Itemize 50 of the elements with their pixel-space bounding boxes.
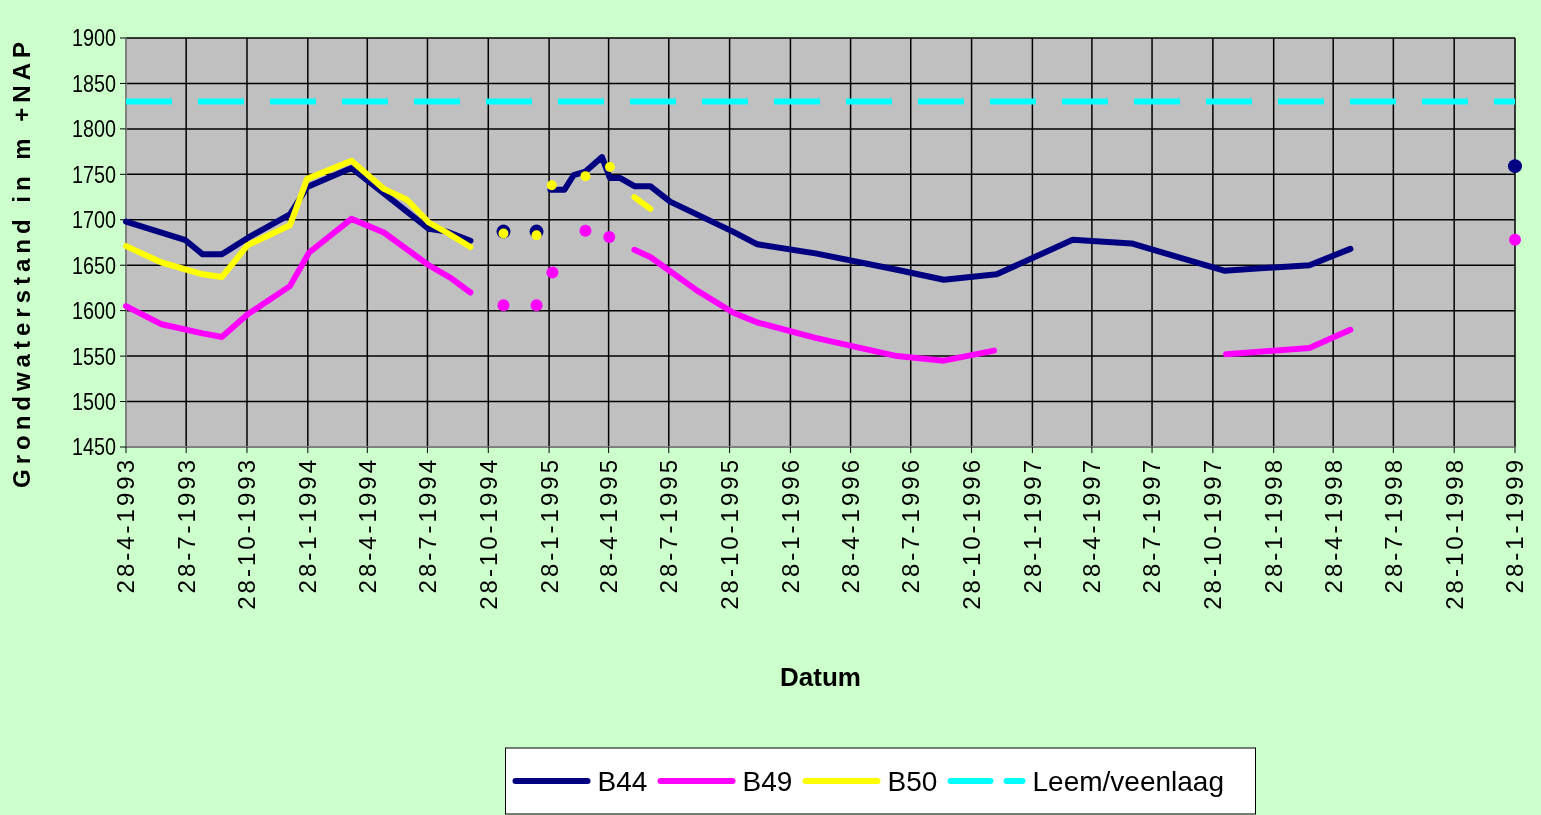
x-tick-label: 28-4-1996 xyxy=(836,457,864,594)
y-tick-label: 1900 xyxy=(72,24,126,52)
x-tick-label: 28-1-1995 xyxy=(535,457,563,594)
x-tick-label: 28-7-1995 xyxy=(655,457,683,594)
y-tick-label: 1850 xyxy=(72,69,126,97)
x-tick-label: 28-10-1995 xyxy=(716,457,743,610)
x-tick-label: 28-7-1993 xyxy=(172,457,200,594)
legend-label: B50 xyxy=(887,765,938,797)
point xyxy=(579,224,592,237)
x-tick-label: 28-1-1999 xyxy=(1501,457,1529,594)
point xyxy=(603,231,616,244)
point xyxy=(580,171,591,182)
point xyxy=(498,228,509,239)
x-tick-label: 28-7-1997 xyxy=(1138,457,1166,594)
x-tick-label: 28-1-1996 xyxy=(776,457,804,594)
y-tick-label: 1650 xyxy=(72,251,126,279)
y-axis-title: Grondwaterstand in m +NAP xyxy=(8,36,35,489)
x-tick-label: 28-10-1994 xyxy=(474,457,502,610)
point xyxy=(546,180,557,191)
x-tick-label: 28-4-1994 xyxy=(353,457,381,594)
x-tick-label: 28-7-1994 xyxy=(413,457,441,594)
x-tick-label: 28-4-1995 xyxy=(595,457,623,594)
y-tick-label: 1800 xyxy=(72,115,126,143)
x-tick-label: 28-1-1998 xyxy=(1260,457,1288,594)
x-tick-label: 28-1-1997 xyxy=(1018,457,1046,594)
x-tick-label: 28-1-1994 xyxy=(294,457,322,594)
point xyxy=(530,299,543,312)
point xyxy=(531,230,542,241)
x-tick-label: 28-7-1998 xyxy=(1379,457,1407,594)
point xyxy=(1508,159,1522,174)
y-tick-label: 1500 xyxy=(72,387,126,415)
x-tick-label: 28-4-1998 xyxy=(1319,457,1347,594)
y-tick-label: 1700 xyxy=(72,206,126,234)
legend-label: B44 xyxy=(597,765,648,797)
y-tick-label: 1750 xyxy=(72,160,126,188)
point xyxy=(546,266,559,279)
point xyxy=(1509,233,1521,246)
x-tick-label: 28-10-1993 xyxy=(233,457,261,610)
x-tick-label: 28-4-1997 xyxy=(1078,457,1106,594)
x-tick-label: 28-10-1998 xyxy=(1440,457,1468,610)
legend-label: Leem/veenlaag xyxy=(1032,765,1224,797)
legend-label: B49 xyxy=(742,765,793,797)
y-tick-label: 1550 xyxy=(72,342,126,370)
point xyxy=(497,299,510,312)
x-tick-label: 28-10-1996 xyxy=(957,457,985,610)
x-tick-label: 28-7-1996 xyxy=(897,457,925,594)
x-axis-title: Datum xyxy=(780,662,861,692)
point xyxy=(604,162,615,173)
y-tick-label: 1600 xyxy=(72,297,126,325)
x-tick-label: 28-10-1997 xyxy=(1199,457,1227,610)
